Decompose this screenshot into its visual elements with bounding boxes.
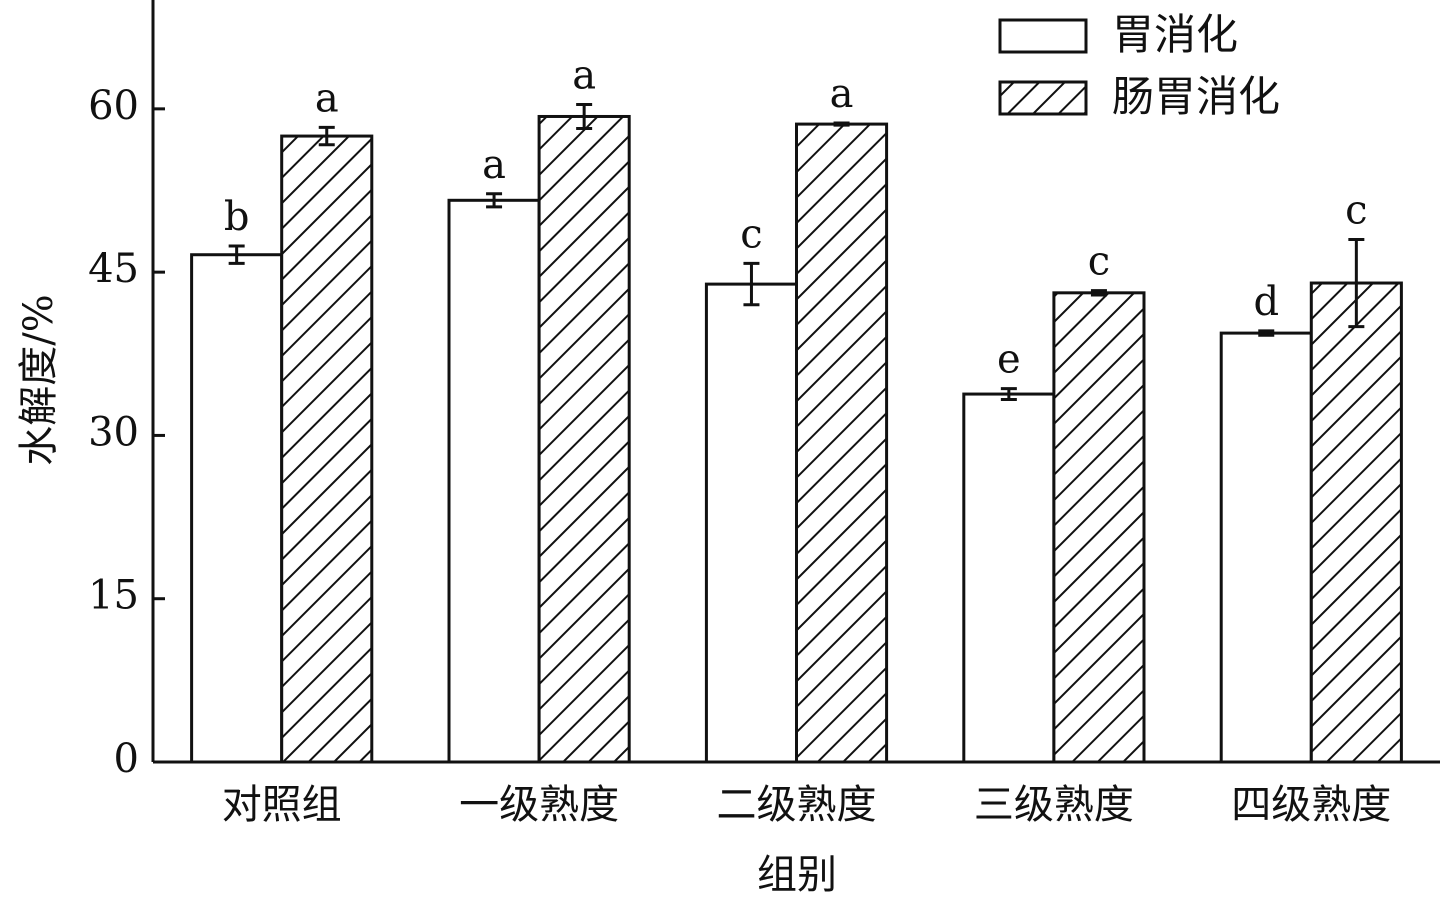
y-tick-label: 30: [88, 409, 139, 455]
error-bar: [1348, 237, 1365, 329]
bar: [704, 282, 798, 764]
significance-letter: c: [1088, 239, 1110, 285]
significance-letter: b: [224, 194, 250, 240]
x-tick-label: 对照组: [222, 782, 342, 828]
bar: [1052, 291, 1146, 764]
error-bar: [1000, 387, 1017, 402]
y-tick-label: 15: [88, 573, 139, 619]
significance-letter: a: [830, 71, 854, 117]
significance-letter: e: [997, 337, 1021, 383]
y-tick-label: 0: [114, 736, 139, 782]
significance-letter: c: [1345, 187, 1367, 233]
significance-letter: a: [482, 142, 506, 188]
y-tick-label: 60: [88, 83, 139, 129]
error-bar: [228, 244, 245, 265]
y-axis-label: 水解度/%: [16, 294, 62, 465]
x-tick-label: 二级熟度: [717, 782, 877, 828]
error-bar: [833, 121, 850, 127]
bar: [447, 198, 541, 764]
bar: [795, 122, 889, 764]
legend-label: 胃消化: [1112, 10, 1238, 59]
legend-swatch: [998, 80, 1088, 116]
x-tick-label: 三级熟度: [974, 782, 1134, 828]
legend-swatch: [998, 18, 1088, 54]
bar: [1309, 281, 1403, 764]
significance-letter: c: [740, 211, 762, 257]
bar: [1219, 331, 1313, 764]
bar: [280, 134, 374, 764]
error-bar: [318, 125, 335, 147]
significance-letter: a: [572, 53, 596, 99]
x-axis-label: 组别: [757, 852, 837, 898]
error-bar: [743, 261, 760, 307]
significance-letter: d: [1253, 279, 1279, 325]
error-bar: [1258, 329, 1275, 337]
bar: [962, 392, 1056, 764]
significance-letter: a: [315, 75, 339, 121]
bar: [190, 253, 284, 764]
error-bar: [486, 192, 503, 209]
bar: [537, 114, 631, 764]
x-tick-label: 四级熟度: [1231, 782, 1391, 828]
x-tick-label: 一级熟度: [459, 782, 619, 828]
legend-label: 肠胃消化: [1112, 72, 1280, 121]
error-bar: [1090, 289, 1107, 297]
error-bar: [576, 103, 593, 130]
y-tick-label: 45: [88, 246, 139, 292]
